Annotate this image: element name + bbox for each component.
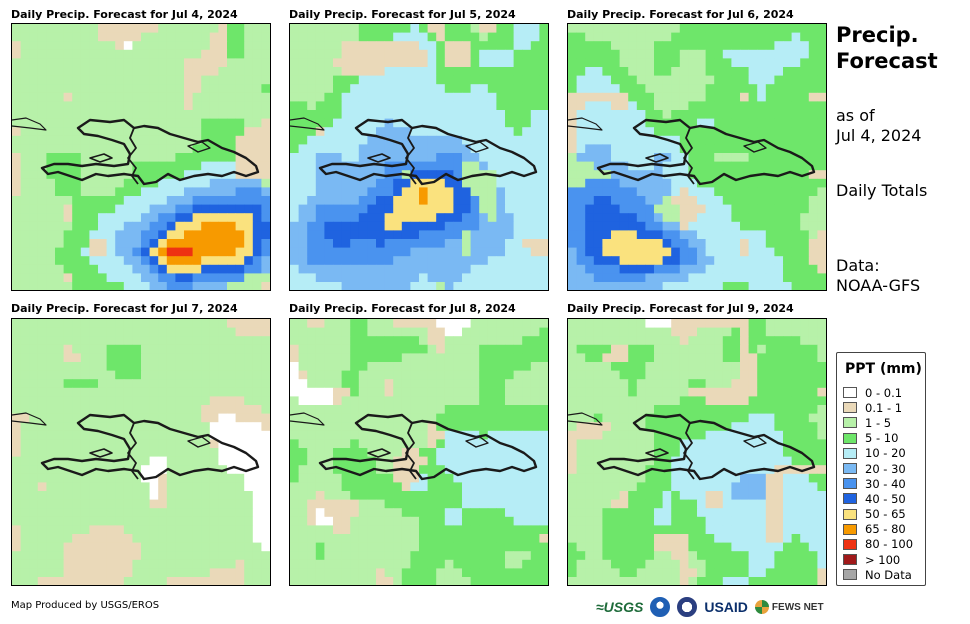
legend-swatch [843,432,857,444]
legend-item: 10 - 20 [843,446,913,461]
precip-raster [568,24,826,290]
legend-swatch [843,387,857,399]
legend-swatch [843,447,857,459]
legend-item: 30 - 40 [843,476,913,491]
panel-title-jul5: Daily Precip. Forecast for Jul 5, 2024 [289,8,516,21]
map-panel-jul5 [289,23,549,291]
legend-label: 80 - 100 [865,537,914,552]
legend-item: 5 - 10 [843,431,913,446]
legend-item: 65 - 80 [843,522,913,537]
dos-seal-icon [677,597,698,617]
legend-label: 50 - 65 [865,507,906,522]
legend-label: 30 - 40 [865,476,906,491]
legend-label: No Data [865,567,912,582]
partner-logos: ≈USGS USAID FEWS NET [596,596,824,618]
as-of-date: Jul 4, 2024 [836,126,922,145]
legend-label: 1 - 5 [865,415,892,430]
precip-raster [290,319,548,585]
panel-title-jul8: Daily Precip. Forecast for Jul 8, 2024 [289,302,516,315]
map-panel-jul6 [567,23,827,291]
usgs-logo: ≈USGS [596,599,644,615]
legend-item: 0 - 0.1 [843,385,913,400]
as-of-label: as of Jul 4, 2024 [836,106,921,146]
precip-raster [12,319,270,585]
legend-item: 50 - 65 [843,507,913,522]
fews-net-text: FEWS NET [771,601,824,613]
legend-label: 0 - 0.1 [865,385,903,400]
legend-swatch [843,478,857,490]
map-panel-jul7 [11,318,271,586]
legend-label: 0.1 - 1 [865,400,903,415]
legend-label: 40 - 50 [865,491,906,506]
forecast-title-line2: Forecast [836,49,938,73]
panel-title-jul4: Daily Precip. Forecast for Jul 4, 2024 [11,8,238,21]
legend-item: No Data [843,567,913,582]
legend-item: 80 - 100 [843,537,913,552]
data-source-label: Data: NOAA-GFS [836,256,920,296]
legend-swatch [843,523,857,535]
as-of-line1: as of [836,106,875,125]
legend-swatch [843,402,857,414]
legend-item: 1 - 5 [843,415,913,430]
legend-label: > 100 [865,552,901,567]
legend-swatch [843,417,857,429]
legend-swatch [843,538,857,550]
fews-globe-icon [754,600,769,614]
map-panel-jul4 [11,23,271,291]
map-credit: Map Produced by USGS/EROS [11,600,160,611]
panel-title-jul6: Daily Precip. Forecast for Jul 6, 2024 [567,8,794,21]
legend-item: > 100 [843,552,913,567]
panel-title-jul9: Daily Precip. Forecast for Jul 9, 2024 [567,302,794,315]
legend-swatch [843,508,857,520]
map-panel-jul9 [567,318,827,586]
legend-label: 10 - 20 [865,446,906,461]
noaa-logo-icon [650,597,671,617]
forecast-title: Precip. Forecast [836,22,938,74]
usaid-logo: USAID [704,599,748,615]
legend-item: 0.1 - 1 [843,400,913,415]
legend-label: 20 - 30 [865,461,906,476]
map-panel-jul8 [289,318,549,586]
fews-net-logo: FEWS NET [754,600,824,614]
data-source-line2: NOAA-GFS [836,276,921,295]
legend-label: 5 - 10 [865,431,899,446]
daily-totals-label: Daily Totals [836,181,928,200]
precip-raster [290,24,548,290]
legend-label: 65 - 80 [865,522,906,537]
legend-item: 40 - 50 [843,491,913,506]
legend-item: 20 - 30 [843,461,913,476]
precip-raster [568,319,826,585]
data-source-line1: Data: [836,256,880,275]
legend-swatch [843,493,857,505]
legend-swatch [843,569,857,581]
panel-title-jul7: Daily Precip. Forecast for Jul 7, 2024 [11,302,238,315]
legend-swatch [843,554,857,566]
forecast-title-line1: Precip. [836,23,919,47]
legend-swatch [843,463,857,475]
legend-title: PPT (mm) [845,361,922,377]
precip-raster [12,24,270,290]
